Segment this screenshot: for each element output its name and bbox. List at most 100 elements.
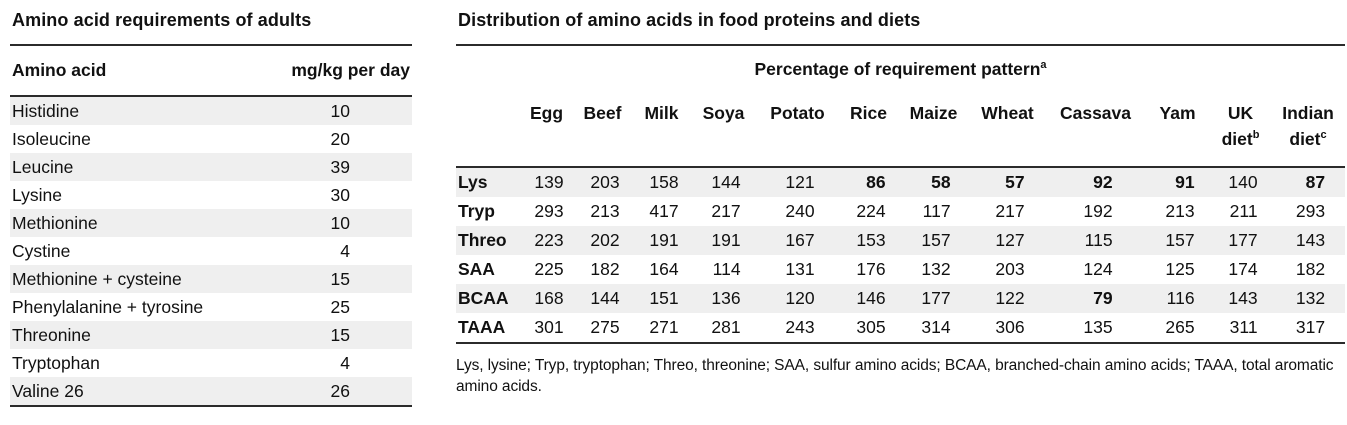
- table-row: Tryp 293 213 417 217 240 224 117 217 192 213 211 293: [456, 197, 1345, 226]
- col-header-soya: Soya: [691, 90, 756, 168]
- col-header-potato: Potato: [756, 90, 839, 168]
- value-cell: 213: [590, 200, 620, 221]
- footnote: Lys, lysine; Tryp, tryptophan; Threo, th…: [456, 356, 1334, 395]
- value-cell: 225: [534, 258, 564, 279]
- amino-acid-name: Methionine: [12, 213, 98, 233]
- value-cell: 57: [1005, 171, 1025, 192]
- table-row: Cystine 4: [10, 237, 412, 265]
- value-cell: 120: [785, 287, 815, 308]
- left-table-title: Amino acid requirements of adults: [12, 10, 312, 30]
- table-row: BCAA 168 144 151 136 120 146 177 122 79 116 143 132: [456, 283, 1345, 313]
- value-cell: 271: [632, 312, 691, 344]
- col-header-beef: Beef: [573, 90, 632, 168]
- col-header-wheat: Wheat: [969, 90, 1046, 168]
- row-label: SAA: [458, 258, 495, 279]
- col-header-amino-acid: Amino acid: [10, 44, 257, 97]
- value-cell: 127: [995, 229, 1025, 250]
- value-cell: 92: [1093, 171, 1113, 192]
- table-row: Phenylalanine + tyrosine 25: [10, 293, 412, 321]
- value-cell: 417: [649, 200, 679, 221]
- value-cell: 240: [785, 200, 815, 221]
- value-cell: 143: [1228, 287, 1258, 308]
- row-label: Threo: [458, 229, 507, 250]
- distribution-table-body: Lys 139 203 158 144 121 86 58 57 92 91 140 87 Tryp 293…: [456, 166, 1345, 344]
- amino-acid-name: Isoleucine: [12, 129, 91, 149]
- table-row: Threo 223 202 191 191 167 153 157 127 115 157 177 14…: [456, 225, 1345, 255]
- value-cell: 281: [691, 312, 756, 344]
- value-cell: 314: [898, 312, 969, 344]
- table-row: Threonine 15: [10, 321, 412, 349]
- col-header-uk: UK dietb: [1210, 90, 1271, 168]
- distribution-table-head: Egg Beef Milk Soya Potato Rice Maize Wheat Cassa…: [456, 90, 1345, 168]
- value-cell: 144: [711, 171, 741, 192]
- amino-acid-value: 39: [330, 157, 350, 177]
- table-row: Methionine + cysteine 15: [10, 265, 412, 293]
- amino-acid-value: 25: [330, 297, 350, 317]
- value-cell: 191: [649, 229, 679, 250]
- value-cell: 317: [1271, 312, 1345, 344]
- value-cell: 136: [711, 287, 741, 308]
- value-cell: 91: [1175, 171, 1195, 192]
- value-cell: 124: [1083, 258, 1113, 279]
- col-header-egg: Egg: [520, 90, 573, 168]
- value-cell: 151: [649, 287, 679, 308]
- value-cell: 116: [1166, 287, 1195, 308]
- row-label: Lys: [458, 171, 488, 192]
- value-cell: 139: [534, 171, 564, 192]
- table-row: SAA 225 182 164 114 131 176 132 203 124 125 174 182: [456, 255, 1345, 284]
- table-row: Tryptophan 4: [10, 349, 412, 377]
- value-cell: 121: [785, 171, 815, 192]
- value-cell: 168: [534, 287, 564, 308]
- table-row: Leucine 39: [10, 153, 412, 181]
- value-cell: 164: [649, 258, 679, 279]
- value-cell: 265: [1145, 312, 1210, 344]
- divider: [456, 44, 1345, 46]
- value-cell: 293: [1295, 200, 1326, 221]
- value-cell: 224: [856, 200, 886, 221]
- col-header-milk: Milk: [632, 90, 691, 168]
- table-row: Valine 26 26: [10, 377, 412, 407]
- value-cell: 144: [590, 287, 620, 308]
- value-cell: 58: [931, 171, 951, 192]
- value-cell: 177: [1228, 229, 1258, 250]
- value-cell: 122: [995, 287, 1025, 308]
- amino-acid-name: Phenylalanine + tyrosine: [12, 297, 204, 317]
- value-cell: 132: [921, 258, 951, 279]
- value-cell: 182: [590, 258, 620, 279]
- amino-acid-value: 15: [330, 269, 350, 289]
- amino-acid-name: Threonine: [12, 325, 91, 345]
- value-cell: 167: [785, 229, 815, 250]
- amino-acid-name: Methionine + cysteine: [12, 269, 182, 289]
- col-header-maize: Maize: [898, 90, 969, 168]
- value-cell: 157: [1165, 229, 1195, 250]
- amino-acid-value: 15: [330, 325, 350, 345]
- value-cell: 87: [1305, 171, 1326, 192]
- amino-acid-name: Histidine: [12, 101, 80, 121]
- value-cell: 115: [1084, 229, 1113, 250]
- distribution-header-row: Egg Beef Milk Soya Potato Rice Maize Wheat Cassa…: [456, 90, 1345, 168]
- amino-acid-value: 20: [330, 129, 350, 149]
- amino-acid-value: 10: [330, 101, 350, 121]
- amino-acid-name: Lysine: [12, 185, 62, 205]
- value-cell: 217: [711, 200, 741, 221]
- table-row: Histidine 10: [10, 96, 412, 125]
- value-cell: 135: [1046, 312, 1145, 344]
- value-cell: 132: [1295, 287, 1326, 308]
- amino-acid-name: Valine 26: [10, 377, 257, 407]
- value-cell: 305: [839, 312, 898, 344]
- right-table-title: Distribution of amino acids in food prot…: [458, 10, 921, 30]
- col-header-indian: Indian dietc: [1271, 90, 1345, 168]
- table-row: Lys 139 203 158 144 121 86 58 57 92 91 140 87: [456, 166, 1345, 197]
- distribution-table-section: Distribution of amino acids in food prot…: [456, 2, 1345, 397]
- value-cell: 301: [520, 312, 573, 344]
- value-cell: 131: [785, 258, 815, 279]
- header-row: Amino acid mg/kg per day: [10, 44, 412, 97]
- value-cell: 311: [1210, 312, 1271, 344]
- value-cell: 158: [649, 171, 679, 192]
- span-header: Percentage of requirement patterna: [456, 46, 1345, 90]
- value-cell: 191: [711, 229, 741, 250]
- table-row: Isoleucine 20: [10, 125, 412, 153]
- table-row: TAAA 301 275 271 281 243 305 314 306 135 265 311 317: [456, 312, 1345, 344]
- col-header-yam: Yam: [1145, 90, 1210, 168]
- amino-acid-value: 10: [330, 213, 350, 233]
